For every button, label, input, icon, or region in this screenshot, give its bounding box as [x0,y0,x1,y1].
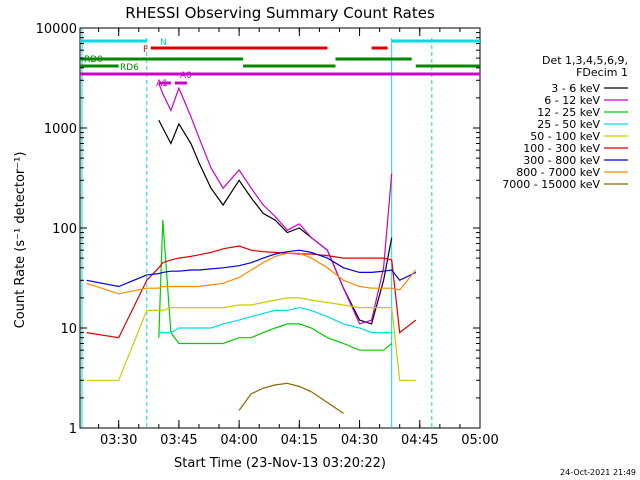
series-line [86,297,416,381]
series-line [86,249,417,288]
x-axis: 03:30 03:45 04:00 04:15 04:30 04:45 05:00 [98,28,499,448]
series-line [158,83,393,325]
state-label: A0 [180,71,192,81]
legend-header: FDecim 1 [576,66,628,79]
x-tick-label: 03:45 [160,433,197,448]
series-line [86,252,417,295]
x-tick-label: 04:30 [341,433,378,448]
legend-header: Det 1,3,4,5,6,9, [542,54,628,67]
legend-entry-label: 800 - 7000 keV [516,166,600,179]
legend-entry-label: 7000 - 15000 keV [502,178,600,191]
state-labels: N F RD0 RD6 A0 A1 [84,38,192,89]
state-label: F [143,45,148,55]
legend-entry-label: 25 - 50 keV [537,118,600,131]
series-layer [86,83,417,414]
x-tick-label: 05:00 [461,433,498,448]
x-tick-label: 04:45 [401,433,438,448]
x-tick-label: 03:30 [100,433,137,448]
state-label: N [160,38,167,48]
series-line [86,245,417,339]
state-label: RD6 [120,63,139,73]
series-line [238,382,344,414]
y-tick-label: 10 [60,322,77,337]
series-line [158,119,393,325]
attenuator-markers [81,28,433,428]
state-label: A1 [156,79,168,89]
y-axis: 1 10 100 1000 10000 [36,22,480,437]
y-tick-label: 100 [52,222,77,237]
state-bars [80,39,480,85]
y-tick-label: 10000 [36,22,77,37]
legend-entry-label: 3 - 6 keV [551,82,600,95]
state-label: RD0 [84,55,103,65]
series-line [158,220,393,351]
y-tick-label: 1000 [44,122,77,137]
legend-entry-label: 100 - 300 keV [523,142,600,155]
y-axis-label: Count Rate (s⁻¹ detector⁻¹) [13,152,28,329]
y-tick-label: 1 [69,422,77,437]
plot-frame [79,27,481,429]
legend-entry-label: 300 - 800 keV [523,154,600,167]
legend-entry-label: 12 - 25 keV [537,106,600,119]
x-axis-label: Start Time (23-Nov-13 03:20:22) [174,456,386,471]
plot-area: N F RD0 RD6 A0 A1 [79,27,481,429]
legend-entry-label: 6 - 12 keV [544,94,600,107]
x-tick-label: 04:15 [281,433,318,448]
legend-entry-label: 50 - 100 keV [530,130,600,143]
chart-title: RHESSI Observing Summary Count Rates [125,4,435,22]
footer-timestamp: 24-Oct-2021 21:49 [560,468,636,477]
x-tick-label: 04:00 [220,433,257,448]
series-line [158,306,392,334]
